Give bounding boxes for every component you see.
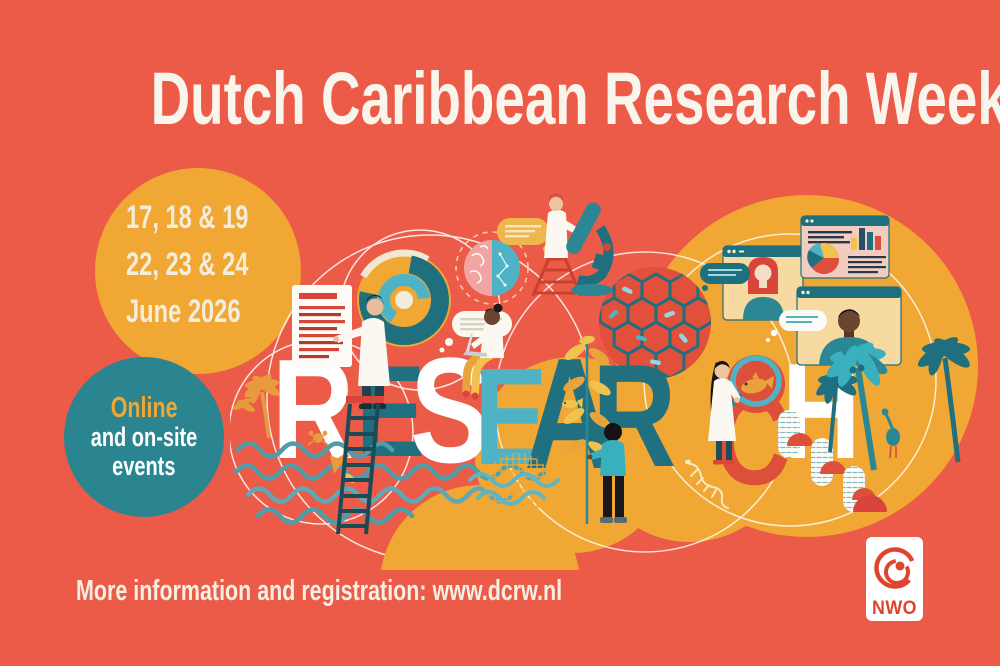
orange-palm-icon: [233, 374, 280, 439]
laptop-woman: [462, 303, 504, 400]
fish-under-lens: [741, 372, 774, 394]
leaf-plant: [563, 335, 611, 524]
palm-main: [826, 342, 888, 471]
pie-chart-icon: [807, 243, 840, 275]
nwo-logo-text: NWO: [872, 598, 917, 619]
ladder-top-step: [346, 396, 384, 403]
nwo-spiral-middle: [884, 559, 910, 585]
speech-bubble-teal: [700, 263, 750, 291]
gecko-icon: [685, 459, 729, 509]
crab-icon: [307, 430, 329, 446]
microbe-pills: [608, 286, 688, 366]
nwo-spiral-dot: [895, 561, 905, 571]
overlapping-circles-front: [494, 233, 937, 553]
bar-chart-icon: [851, 228, 881, 250]
dates-line-3: June 2026: [126, 293, 241, 329]
speech-bubble-white-small: [766, 310, 827, 342]
palm-trees: [816, 337, 970, 471]
small-fish-icon: [562, 398, 583, 409]
magnifying-glass-icon: [730, 355, 782, 407]
dates-line-1: 17, 18 & 19: [126, 199, 249, 235]
dates-line-2: 22, 23 & 24: [126, 246, 249, 282]
boy-holding-stem: [587, 423, 627, 523]
microscope-scientist: [531, 194, 614, 297]
paper-ribbon-cascade: [778, 410, 887, 512]
nwo-logo-mark: NWO: [872, 547, 917, 619]
textured-circle: [468, 453, 560, 521]
dates-badge-circle: [95, 168, 301, 374]
ladder: [336, 403, 380, 535]
nwo-logo: NWO: [866, 537, 923, 621]
video-window-woman: [722, 245, 804, 321]
microscope-icon: [566, 202, 614, 296]
palm-right-edge: [917, 337, 970, 463]
page-title-text: Dutch Caribbean Research Week: [150, 57, 1000, 140]
events-line-1: and on-site: [90, 422, 198, 452]
research-illustration: R E S E A R C H: [230, 194, 978, 570]
events-badge-circle: Online and on-site events: [64, 357, 224, 517]
magnifier-woman: [708, 355, 785, 465]
heron-icon: [875, 408, 900, 459]
dates-text-block: 17, 18 & 19 22, 23 & 24 June 2026: [126, 194, 291, 335]
events-line-2: events: [112, 451, 176, 481]
page-title: Dutch Caribbean Research Week: [0, 56, 1000, 141]
stats-dashboard-window: [800, 215, 890, 279]
footer-info: More information and registration: www.d…: [76, 575, 563, 607]
events-highlight: Online: [110, 392, 178, 424]
laptop-icon: [463, 333, 487, 357]
nwo-spiral-outer: [874, 547, 916, 589]
ladder-researcher: [333, 294, 390, 535]
document-page: [292, 285, 352, 367]
brain-icon: [455, 231, 529, 305]
